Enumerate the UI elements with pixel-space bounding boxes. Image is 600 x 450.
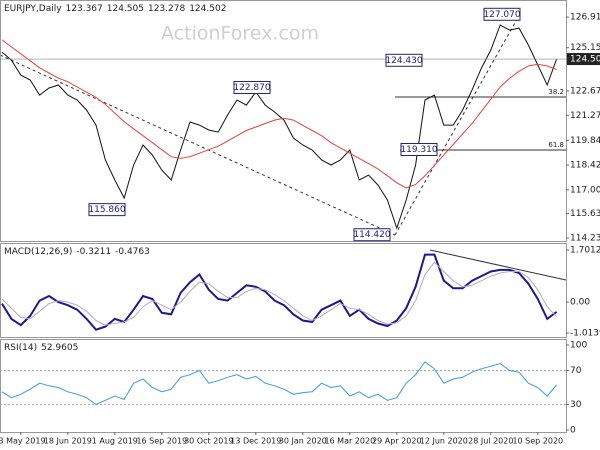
annotation-box	[353, 228, 391, 242]
header-value: MACD(12,26,9)	[4, 247, 72, 257]
y-tick-label: 0.00	[570, 298, 590, 308]
header-value: 123.367	[66, 4, 103, 14]
annotation-label: 115.860	[88, 205, 125, 215]
y-tick-label: 100	[570, 340, 587, 350]
annotation-label: 114.420	[353, 230, 390, 240]
y-tick-label: 118.420	[570, 161, 600, 171]
fib-label: 38.2	[548, 88, 564, 96]
x-tick-label: 10 Sep 2020	[512, 437, 563, 446]
annotation-label: 119.310	[400, 145, 437, 155]
header-value: RSI(14)	[4, 343, 37, 353]
y-tick-label: 121.270	[570, 111, 600, 121]
y-tick-label: 0	[570, 426, 576, 436]
panel-header: EURJPY,Daily 123.367 124.505 123.278 124.502	[4, 4, 226, 14]
x-tick-label: 16 Sep 2019	[136, 437, 187, 446]
x-tick-label: 1 Aug 2019	[92, 437, 138, 446]
header-value: 124.502	[189, 4, 226, 14]
header-value: 123.278	[148, 4, 185, 14]
panel-frame	[0, 0, 567, 242]
watermark: ActionForex.com	[161, 23, 319, 45]
series-line	[1, 39, 557, 189]
panel-header: MACD(12,26,9) -0.3211 -0.4763	[4, 247, 150, 257]
header-value: -0.4763	[115, 247, 150, 257]
y-tick-label: 114.230	[570, 234, 600, 244]
x-tick-label: 30 Oct 2019	[184, 437, 233, 446]
header-value: 124.505	[107, 4, 144, 14]
x-tick-label: 13 Dec 2019	[230, 437, 281, 446]
panel-frame	[0, 243, 567, 338]
current-price-box	[567, 53, 600, 66]
series-line	[1, 261, 557, 326]
annotation-label: 122.870	[233, 83, 270, 93]
header-value: -0.3211	[76, 247, 111, 257]
annotation-box	[385, 53, 423, 67]
current-price-label: 124.502	[570, 55, 600, 65]
header-value: EURJPY,Daily	[4, 4, 62, 14]
x-tick-label: 18 Jun 2019	[44, 437, 92, 446]
annotation-label: 124.430	[385, 56, 422, 66]
y-tick-label: -1.0139	[570, 329, 600, 339]
header-value: 52.9605	[41, 343, 78, 353]
y-tick-label: 126.910	[570, 13, 600, 23]
y-tick-label: 70	[570, 366, 582, 376]
x-tick-label: 28 Jul 2020	[468, 437, 513, 446]
y-tick-label: 125.150	[570, 43, 600, 53]
y-tick-label: 1.7012	[570, 246, 600, 256]
y-tick-label: 30	[570, 400, 582, 410]
annotation-label: 127.070	[483, 10, 520, 20]
panel-header: RSI(14) 52.9605	[4, 343, 78, 353]
trend-line	[429, 249, 567, 281]
series-line	[1, 361, 557, 406]
y-tick-label: 115.630	[570, 209, 600, 219]
annotation-box	[233, 80, 271, 94]
trend-line	[394, 13, 521, 236]
x-tick-label: 3 May 2019	[0, 437, 46, 446]
annotation-box	[483, 7, 521, 21]
y-tick-label: 117.000	[570, 185, 600, 195]
series-line	[1, 24, 558, 230]
x-tick-label: 16 Mar 2020	[324, 437, 375, 446]
annotation-box	[400, 143, 438, 157]
trend-line	[0, 54, 396, 236]
y-tick-label: 119.840	[570, 136, 600, 146]
fib-label: 61.8	[548, 141, 564, 149]
annotation-box	[88, 203, 126, 217]
panel-frame	[0, 339, 567, 433]
x-tick-label: 30 Jan 2020	[279, 437, 327, 446]
x-tick-label: 29 Apr 2020	[372, 437, 421, 446]
y-tick-label: 122.670	[570, 86, 600, 96]
x-tick-label: 12 Jun 2020	[420, 437, 468, 446]
